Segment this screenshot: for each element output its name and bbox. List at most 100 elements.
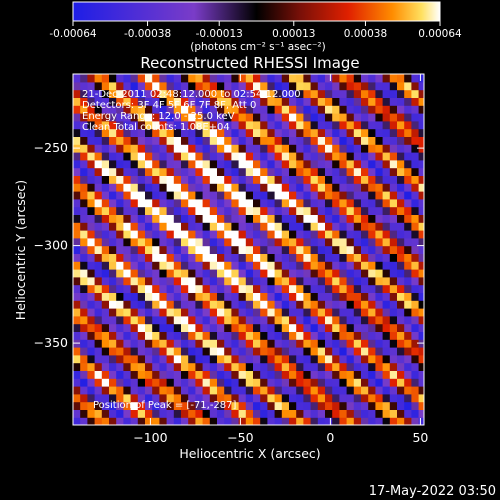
heatmap-cell — [361, 167, 369, 176]
heatmap-cell — [353, 354, 362, 364]
heatmap-cell — [238, 378, 247, 387]
heatmap-cell — [353, 167, 362, 176]
heatmap-cell — [325, 183, 333, 192]
heatmap-cell — [325, 245, 333, 254]
heatmap-cell — [411, 214, 420, 223]
plot-frame — [72, 73, 425, 426]
heatmap-cell — [310, 331, 319, 340]
heatmap-cell — [289, 222, 297, 231]
heatmap-cell — [289, 237, 297, 247]
heatmap-cell — [159, 230, 168, 239]
heatmap-cell — [346, 120, 355, 130]
heatmap-cell — [202, 144, 211, 153]
heatmap-cell — [94, 183, 103, 192]
heatmap-cell — [382, 417, 391, 425]
heatmap-cell — [368, 354, 376, 364]
heatmap-cell — [181, 198, 189, 208]
heatmap-cell — [123, 393, 132, 403]
heatmap-cell — [231, 386, 240, 395]
heatmap-cell — [389, 159, 398, 169]
heatmap-cell — [253, 253, 261, 262]
heatmap-cell — [137, 276, 146, 286]
heatmap-cell — [253, 292, 261, 301]
heatmap-cell — [188, 89, 196, 98]
heatmap-cell — [245, 230, 254, 239]
heatmap-cell — [224, 276, 232, 286]
heatmap-cell — [73, 183, 81, 192]
heatmap-cell — [389, 331, 398, 340]
heatmap-cell — [159, 269, 168, 278]
heatmap-cell — [217, 167, 225, 176]
heatmap-cell — [195, 105, 204, 114]
heatmap-cell — [123, 159, 132, 169]
heatmap-cell — [375, 136, 384, 145]
heatmap-cell — [137, 370, 146, 379]
heatmap-cell — [332, 253, 340, 262]
heatmap-cell — [116, 214, 124, 223]
heatmap-cell — [94, 214, 103, 223]
heatmap-cell — [389, 245, 398, 254]
heatmap-cell — [80, 152, 88, 161]
heatmap-cell — [267, 191, 276, 200]
heatmap-cell — [346, 97, 355, 106]
heatmap-cell — [310, 237, 319, 247]
heatmap-cell — [310, 401, 319, 410]
heatmap-cell — [202, 74, 211, 83]
heatmap-cell — [73, 370, 81, 379]
heatmap-cell — [80, 323, 88, 332]
heatmap-cell — [137, 230, 146, 239]
heatmap-cell — [375, 183, 384, 192]
heatmap-cell — [375, 308, 384, 317]
heatmap-cell — [224, 378, 232, 387]
heatmap-cell — [116, 128, 124, 137]
heatmap-cell — [382, 308, 391, 317]
heatmap-cell — [202, 245, 211, 254]
heatmap-cell — [418, 276, 424, 286]
heatmap-cell — [109, 120, 117, 130]
heatmap-cell — [181, 245, 189, 254]
heatmap-cell — [353, 175, 362, 184]
heatmap-cell — [253, 354, 261, 364]
heatmap-cell — [253, 378, 261, 387]
heatmap-cell — [145, 315, 153, 325]
heatmap-cell — [389, 230, 398, 239]
heatmap-cell — [267, 144, 276, 153]
heatmap-cell — [152, 339, 160, 348]
heatmap-cell — [267, 237, 276, 247]
heatmap-cell — [382, 230, 391, 239]
heatmap-cell — [224, 300, 232, 309]
annotation-peak: Position of Peak = [-71,-287] — [93, 400, 237, 411]
heatmap-cell — [166, 409, 175, 418]
heatmap-cell — [404, 175, 412, 184]
heatmap-cell — [101, 167, 110, 176]
heatmap-cell — [73, 214, 81, 223]
heatmap-cell — [217, 136, 225, 145]
heatmap-cell — [332, 370, 340, 379]
heatmap-cell — [224, 128, 232, 137]
heatmap-cell — [73, 105, 81, 114]
heatmap-cell — [325, 144, 333, 153]
heatmap-cell — [101, 74, 110, 83]
colorbar-tick-label: -0.00064 — [49, 28, 97, 40]
heatmap-cell — [411, 339, 420, 348]
heatmap-cell — [332, 198, 340, 208]
heatmap-cell — [289, 409, 297, 418]
heatmap-cell — [116, 409, 124, 418]
heatmap-cell — [209, 284, 218, 293]
heatmap-cell — [80, 183, 88, 192]
heatmap-cell — [368, 347, 376, 356]
heatmap-cell — [202, 175, 211, 184]
heatmap-cell — [181, 113, 189, 122]
heatmap-cell — [152, 323, 160, 332]
heatmap-cell — [101, 136, 110, 145]
heatmap-cell — [411, 284, 420, 293]
heatmap-cell — [382, 339, 391, 348]
heatmap-cell — [94, 386, 103, 395]
heatmap-cell — [418, 81, 424, 91]
heatmap-cell — [101, 159, 110, 169]
heatmap-cell — [289, 120, 297, 130]
heatmap-cell — [332, 222, 340, 231]
heatmap-cell — [389, 97, 398, 106]
heatmap-cell — [73, 308, 81, 317]
heatmap-cell — [253, 401, 261, 410]
